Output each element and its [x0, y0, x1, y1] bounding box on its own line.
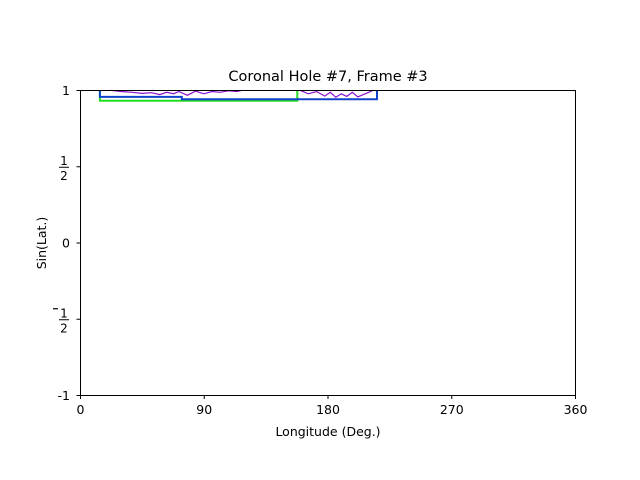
series-bbox-1 — [98, 90, 378, 101]
series-contour-2 — [110, 89, 243, 96]
x-tick-label: 0 — [77, 402, 85, 417]
y-tick-label-fraction: 12 — [53, 306, 69, 335]
fraction-numerator: 1 — [60, 306, 68, 320]
x-axis: 0 90 180 270 360 — [77, 395, 588, 417]
x-tick-label: 180 — [316, 402, 340, 417]
fraction-denominator: 2 — [60, 169, 68, 183]
axes-frame — [80, 90, 576, 396]
plot-area — [98, 89, 378, 102]
x-axis-label: Longitude (Deg.) — [275, 424, 380, 439]
fraction-denominator: 2 — [60, 321, 68, 335]
y-tick-label: 0 — [62, 236, 70, 251]
x-tick-label: 90 — [196, 402, 212, 417]
y-tick-label-fraction: 12 — [59, 154, 69, 183]
x-tick-label: 360 — [564, 402, 588, 417]
series-contour-3 — [299, 89, 374, 99]
y-tick-label: -1 — [58, 388, 70, 403]
y-axis-label: Sin(Lat.) — [34, 217, 49, 270]
x-tick-label: 270 — [440, 402, 464, 417]
y-tick-label: 1 — [62, 83, 70, 98]
chart-title: Coronal Hole #7, Frame #3 — [228, 69, 427, 85]
fraction-numerator: 1 — [60, 154, 68, 168]
